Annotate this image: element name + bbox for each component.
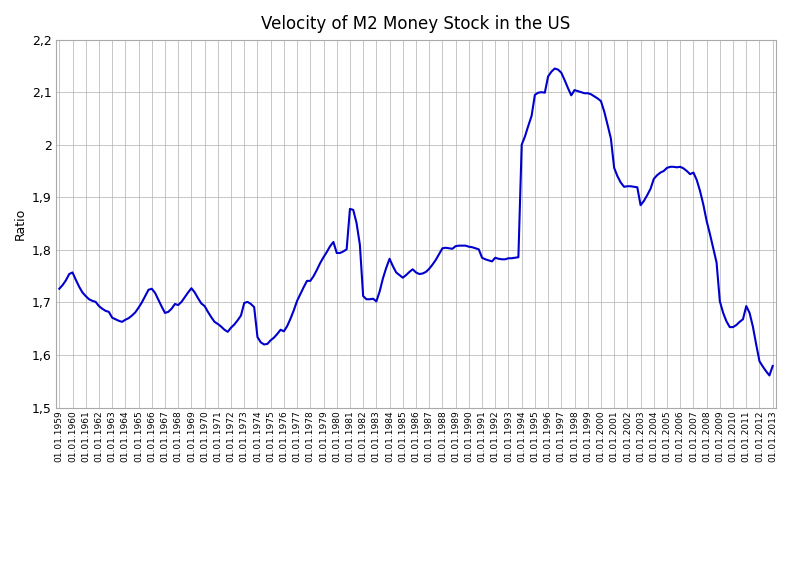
Y-axis label: Ratio: Ratio xyxy=(14,208,26,239)
Title: Velocity of M2 Money Stock in the US: Velocity of M2 Money Stock in the US xyxy=(262,15,570,32)
